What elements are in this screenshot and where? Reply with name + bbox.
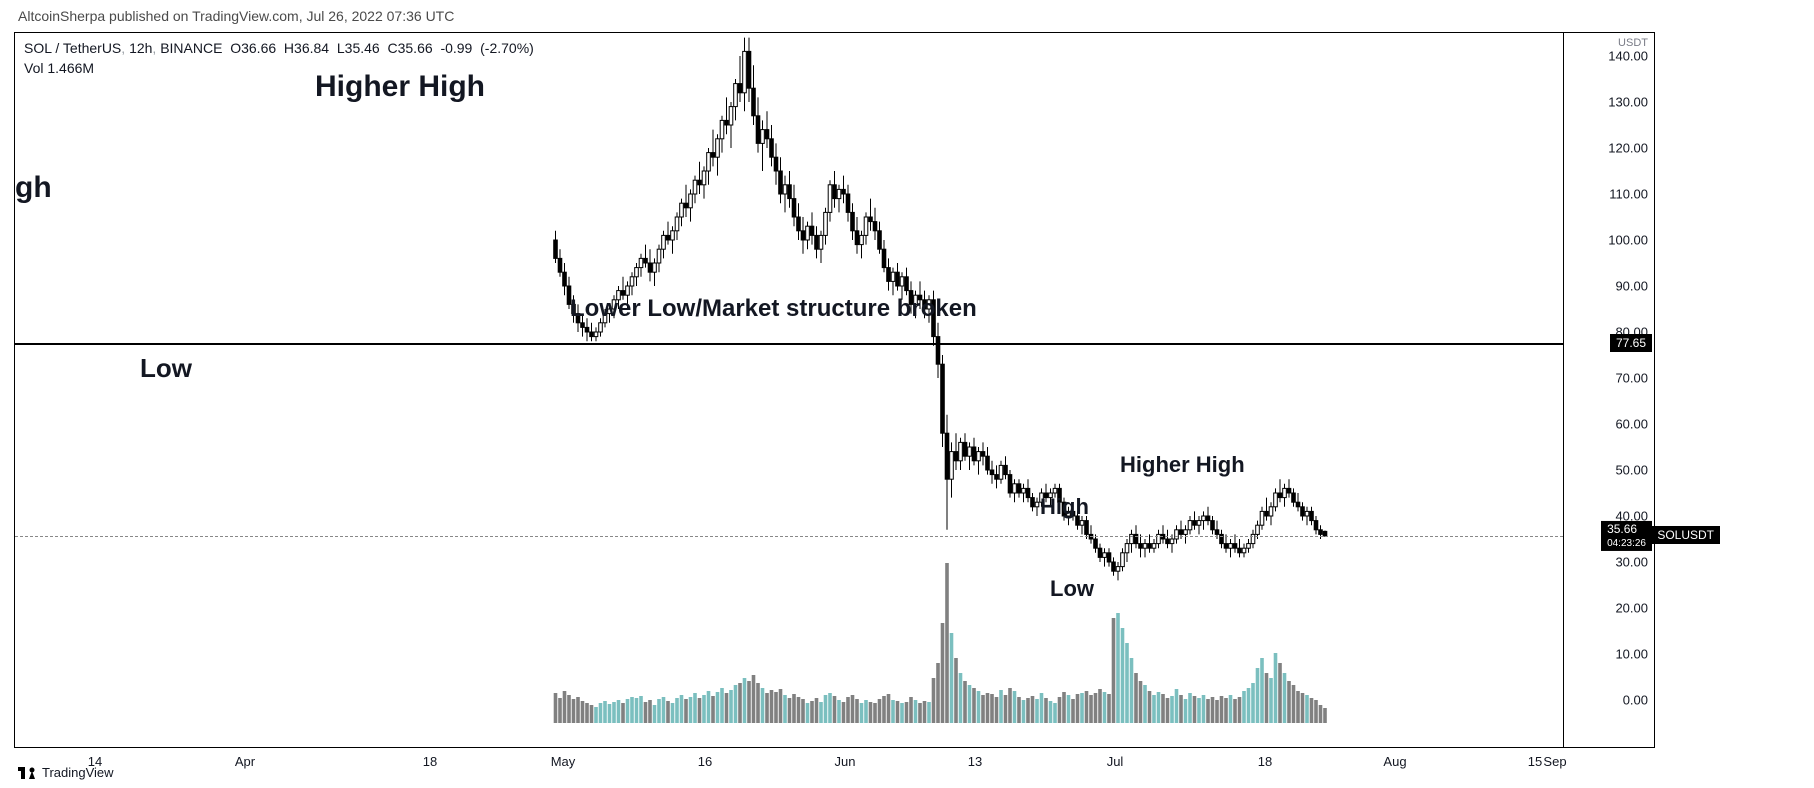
time-tick: Jul [1107,754,1124,769]
time-tick: 16 [698,754,712,769]
volume-line: Vol 1.466M [24,60,94,76]
tradingview-footer: TradingView [18,765,114,780]
time-tick: Jun [835,754,856,769]
symbol-tag: SOLUSDT [1651,526,1720,544]
hline-level[interactable] [15,343,1563,345]
last-price-line [15,536,1563,537]
time-tick: 15 [1528,754,1542,769]
annotation-text[interactable]: High [1040,494,1089,520]
axis-unit: USDT [1618,37,1648,49]
price-tick: 20.00 [1615,601,1648,616]
price-tick: 140.00 [1608,49,1648,64]
price-tick: 130.00 [1608,95,1648,110]
time-tick: Aug [1383,754,1406,769]
annotation-text[interactable]: Low [140,353,192,384]
annotation-text[interactable]: gh [15,171,52,205]
price-tick: 100.00 [1608,233,1648,248]
annotation-text[interactable]: Lower Low/Market structure broken [570,295,977,323]
price-tick: 50.00 [1615,463,1648,478]
chart-pane[interactable]: 14Apr18May16Jun13Jul18Aug15Sep ghHigher … [14,32,1564,748]
time-tick: 18 [423,754,437,769]
price-tick: 110.00 [1609,187,1648,202]
price-tick: 90.00 [1615,279,1648,294]
time-tick: 18 [1258,754,1272,769]
price-tick: 70.00 [1615,371,1648,386]
price-tick: 10.00 [1615,647,1648,662]
annotation-text[interactable]: Higher High [1120,452,1245,478]
time-tick: Apr [235,754,255,769]
attribution-text: AltcoinSherpa published on TradingView.c… [18,8,454,24]
hline-price-tag: 77.65 [1610,334,1652,352]
symbol-ohlc-line: SOL / TetherUS, 12h, BINANCE O36.66 H36.… [24,40,534,56]
price-tick: 120.00 [1608,141,1648,156]
time-tick: 13 [968,754,982,769]
price-tick: 60.00 [1615,417,1648,432]
price-tick: 30.00 [1615,555,1648,570]
annotation-text[interactable]: Higher High [315,70,485,104]
chart-svg [15,33,1563,747]
price-tick: 0.00 [1623,693,1648,708]
time-tick: May [551,754,576,769]
annotation-text[interactable]: Low [1050,576,1094,602]
time-tick: Sep [1543,754,1566,769]
price-axis[interactable]: USDT 140.00 130.00 120.00 110.00 100.00 90.00… [1564,32,1655,748]
tradingview-logo-icon [18,767,38,779]
last-price-tag: 35.66 04:23:26 [1601,521,1652,551]
